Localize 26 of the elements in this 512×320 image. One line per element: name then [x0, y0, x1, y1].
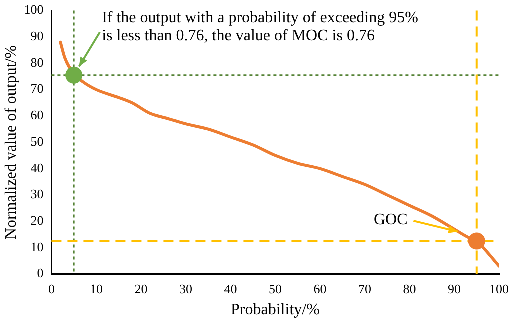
x-tick-label: 20: [134, 281, 148, 296]
y-tick-label: 40: [30, 160, 44, 176]
y-tick-label: 90: [30, 28, 44, 44]
x-tick-label: 70: [358, 281, 372, 296]
x-tick-label: 60: [314, 281, 327, 296]
x-axis-title: Probability/%: [231, 302, 320, 319]
y-tick-label: 0: [37, 266, 44, 281]
y-axis-title: Normalized value of output/%: [2, 45, 20, 240]
y-tick-label: 10: [30, 239, 44, 254]
x-tick-label: 50: [268, 281, 282, 296]
y-tick-label: 70: [30, 81, 44, 96]
x-tick-label: 90: [448, 281, 461, 296]
y-tick-label: 50: [30, 134, 44, 149]
x-tick-label: 30: [179, 281, 192, 296]
x-tick-label: 100: [490, 281, 509, 296]
x-tick-label: 80: [403, 281, 416, 296]
annotation: If the output with a probability of exceeding 95% is less than 0.76, the value of MOC is 0.76: [102, 10, 418, 45]
y-tick-label: 80: [30, 54, 44, 70]
annotation: GOC: [374, 211, 408, 228]
x-tick-label: 10: [90, 281, 103, 296]
y-tick-label: 30: [30, 186, 44, 202]
x-tick-label: 40: [224, 281, 238, 296]
y-tick-label: 100: [24, 2, 44, 18]
y-tick-label: 60: [30, 108, 44, 123]
x-tick-label: 0: [48, 281, 55, 296]
y-tick-label: 20: [30, 212, 44, 228]
